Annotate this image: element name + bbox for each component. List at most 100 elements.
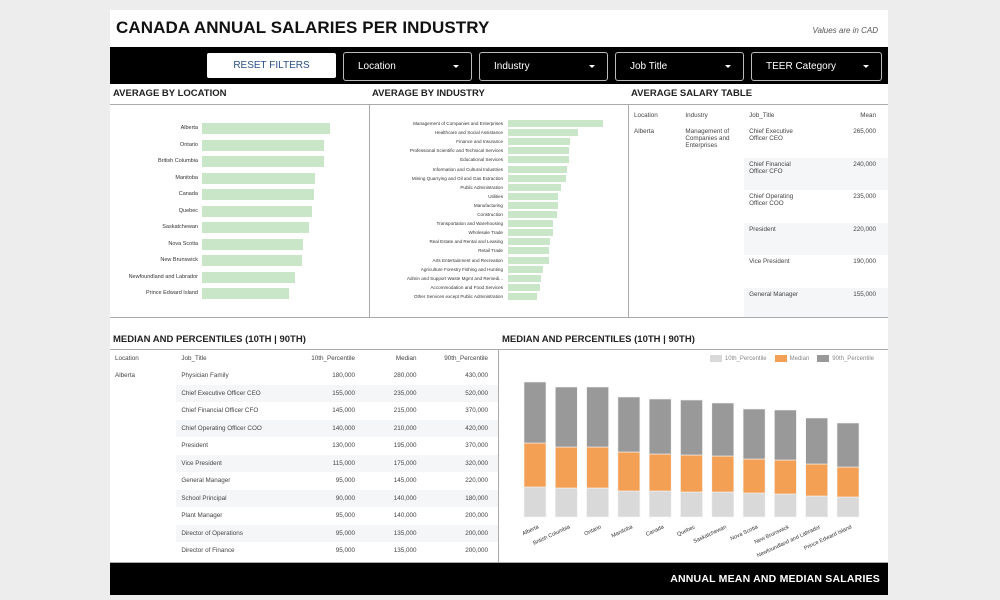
industry-bar[interactable] [508, 283, 540, 291]
col-location[interactable]: Location [115, 355, 139, 362]
location-bar-row[interactable]: Nova Scotia [110, 238, 370, 250]
industry-bar-row[interactable]: Professional Scientific and Technical Se… [370, 147, 630, 158]
col-mean[interactable]: Mean [860, 111, 876, 119]
location-bar[interactable] [202, 271, 295, 283]
bar-segment-90th-percentile[interactable] [774, 409, 797, 461]
bar-segment-10th-percentile[interactable] [680, 491, 703, 518]
bar-segment-10th-percentile[interactable] [711, 491, 735, 518]
bar-segment-median[interactable] [805, 463, 829, 497]
location-bar-row[interactable]: Quebec [110, 205, 370, 217]
teer-category-dropdown[interactable]: TEER Category [751, 52, 882, 81]
industry-bar-row[interactable]: Finance and Insurance [370, 138, 630, 149]
bar-segment-median[interactable] [586, 446, 609, 489]
bar-segment-10th-percentile[interactable] [805, 495, 829, 518]
location-bar[interactable] [202, 255, 302, 266]
table-row[interactable]: Chief Operating Officer COO 235,000 [629, 190, 888, 223]
col-median[interactable]: Median [395, 355, 417, 362]
bar-segment-median[interactable] [742, 458, 766, 494]
bar-segment-90th-percentile[interactable] [742, 408, 766, 460]
bar-segment-median[interactable] [554, 446, 578, 489]
industry-bar-row[interactable]: Admin and Support Waste Mgmt and Remedi.… [370, 274, 630, 286]
industry-bar[interactable] [508, 156, 569, 164]
industry-bar[interactable] [508, 220, 554, 228]
location-bar[interactable] [202, 156, 325, 167]
industry-bar-row[interactable]: Utilities [370, 192, 630, 204]
industry-bar[interactable] [508, 292, 538, 300]
job-title-dropdown[interactable]: Job Title [615, 52, 744, 81]
table-row[interactable]: President 130,000 195,000 370,000 [110, 437, 498, 455]
col-job-title[interactable]: Job_Title [181, 355, 207, 362]
location-bar[interactable] [202, 222, 309, 233]
location-bar-row[interactable]: Manitoba [110, 172, 370, 184]
industry-bar-row[interactable]: Transportation and Warehousing [370, 220, 630, 231]
industry-bar[interactable] [508, 274, 541, 282]
col-90th-percentile[interactable]: 90th_Percentile [444, 355, 488, 362]
col-job-title[interactable]: Job_Title [749, 111, 775, 119]
location-bar-row[interactable]: British Columbia [110, 156, 370, 167]
location-bar[interactable] [202, 288, 290, 299]
industry-bar[interactable] [508, 129, 579, 137]
bar-segment-median[interactable] [523, 442, 547, 488]
industry-bar[interactable] [508, 183, 562, 191]
bar-segment-10th-percentile[interactable] [648, 490, 672, 518]
bar-segment-90th-percentile[interactable] [836, 422, 860, 468]
location-bar[interactable] [202, 205, 312, 217]
table-row[interactable]: Director of Finance 95,000 135,000 200,000 [110, 542, 498, 560]
bar-segment-10th-percentile[interactable] [774, 493, 797, 518]
table-row[interactable]: Director of Operations 95,000 135,000 200,0… [110, 524, 498, 542]
industry-bar[interactable] [508, 192, 559, 200]
location-bar-row[interactable]: Prince Edward Island [110, 288, 370, 299]
location-dropdown[interactable]: Location [343, 52, 472, 81]
industry-bar-row[interactable]: Real Estate and Rental and Leasing [370, 238, 630, 249]
industry-bar-row[interactable]: Educational Services [370, 156, 630, 167]
bar-segment-90th-percentile[interactable] [680, 399, 703, 456]
industry-bar-row[interactable]: Agriculture Forestry Fishing and Hunting [370, 265, 630, 277]
industry-bar-row[interactable]: Other Services except Public Administrat… [370, 292, 630, 304]
bar-segment-10th-percentile[interactable] [742, 492, 766, 518]
bar-segment-median[interactable] [617, 451, 641, 492]
bar-segment-90th-percentile[interactable] [523, 381, 547, 444]
industry-bar-row[interactable]: Manufacturing [370, 201, 630, 213]
location-bar-row[interactable]: Canada [110, 189, 370, 200]
bar-segment-90th-percentile[interactable] [648, 398, 672, 455]
table-row[interactable]: Chief Financial Officer CFO 240,000 [629, 157, 888, 190]
industry-bar[interactable] [508, 120, 603, 127]
industry-bar[interactable] [508, 238, 551, 246]
table-row[interactable]: Alberta Management of Companies and Enter… [629, 125, 888, 158]
location-bar[interactable] [202, 238, 303, 250]
industry-bar[interactable] [508, 201, 558, 209]
bar-segment-median[interactable] [711, 455, 735, 493]
industry-bar-row[interactable]: Mining Quarrying and Oil and Gas Extract… [370, 174, 630, 186]
industry-bar-row[interactable]: Accommodation and Food Services [370, 283, 630, 295]
industry-bar[interactable] [508, 256, 549, 264]
industry-bar[interactable] [508, 165, 567, 173]
table-row[interactable]: School Principal 90,000 140,000 180,000 [110, 489, 498, 507]
bar-segment-90th-percentile[interactable] [617, 396, 641, 453]
industry-bar[interactable] [508, 247, 550, 255]
bar-segment-10th-percentile[interactable] [554, 487, 578, 518]
table-row[interactable]: General Manager 155,000 [629, 287, 888, 317]
col-industry[interactable]: Industry [685, 111, 708, 119]
legend-item[interactable]: Median [774, 355, 809, 362]
industry-bar-row[interactable]: Arts Entertainment and Recreation [370, 256, 630, 268]
table-row[interactable]: President 220,000 [629, 222, 888, 255]
reset-filters-button[interactable]: RESET FILTERS [207, 53, 336, 78]
industry-bar[interactable] [508, 265, 543, 273]
bar-segment-median[interactable] [680, 454, 703, 493]
col-10th-percentile[interactable]: 10th_Percentile [311, 355, 356, 362]
bar-segment-90th-percentile[interactable] [711, 402, 735, 457]
bar-segment-median[interactable] [648, 453, 672, 492]
industry-bar-row[interactable]: Information and Cultural Industries [370, 165, 630, 177]
industry-bar[interactable] [508, 229, 553, 237]
bar-segment-10th-percentile[interactable] [523, 486, 547, 518]
bar-segment-10th-percentile[interactable] [617, 490, 641, 518]
location-bar-row[interactable]: Newfoundland and Labrador [110, 271, 370, 283]
table-row[interactable]: Chief Financial Officer CFO 145,000 215,00… [110, 402, 498, 420]
table-row[interactable]: General Manager 95,000 145,000 220,000 [110, 472, 498, 490]
industry-bar[interactable] [508, 174, 567, 182]
industry-dropdown[interactable]: Industry [479, 52, 608, 81]
industry-bar[interactable] [508, 147, 569, 155]
industry-bar-row[interactable]: Public Administration [370, 183, 630, 195]
table-row[interactable]: Alberta Physician Family 180,000 280,000 430… [110, 367, 498, 385]
table-row[interactable]: Plant Manager 95,000 140,000 200,000 [110, 507, 498, 525]
